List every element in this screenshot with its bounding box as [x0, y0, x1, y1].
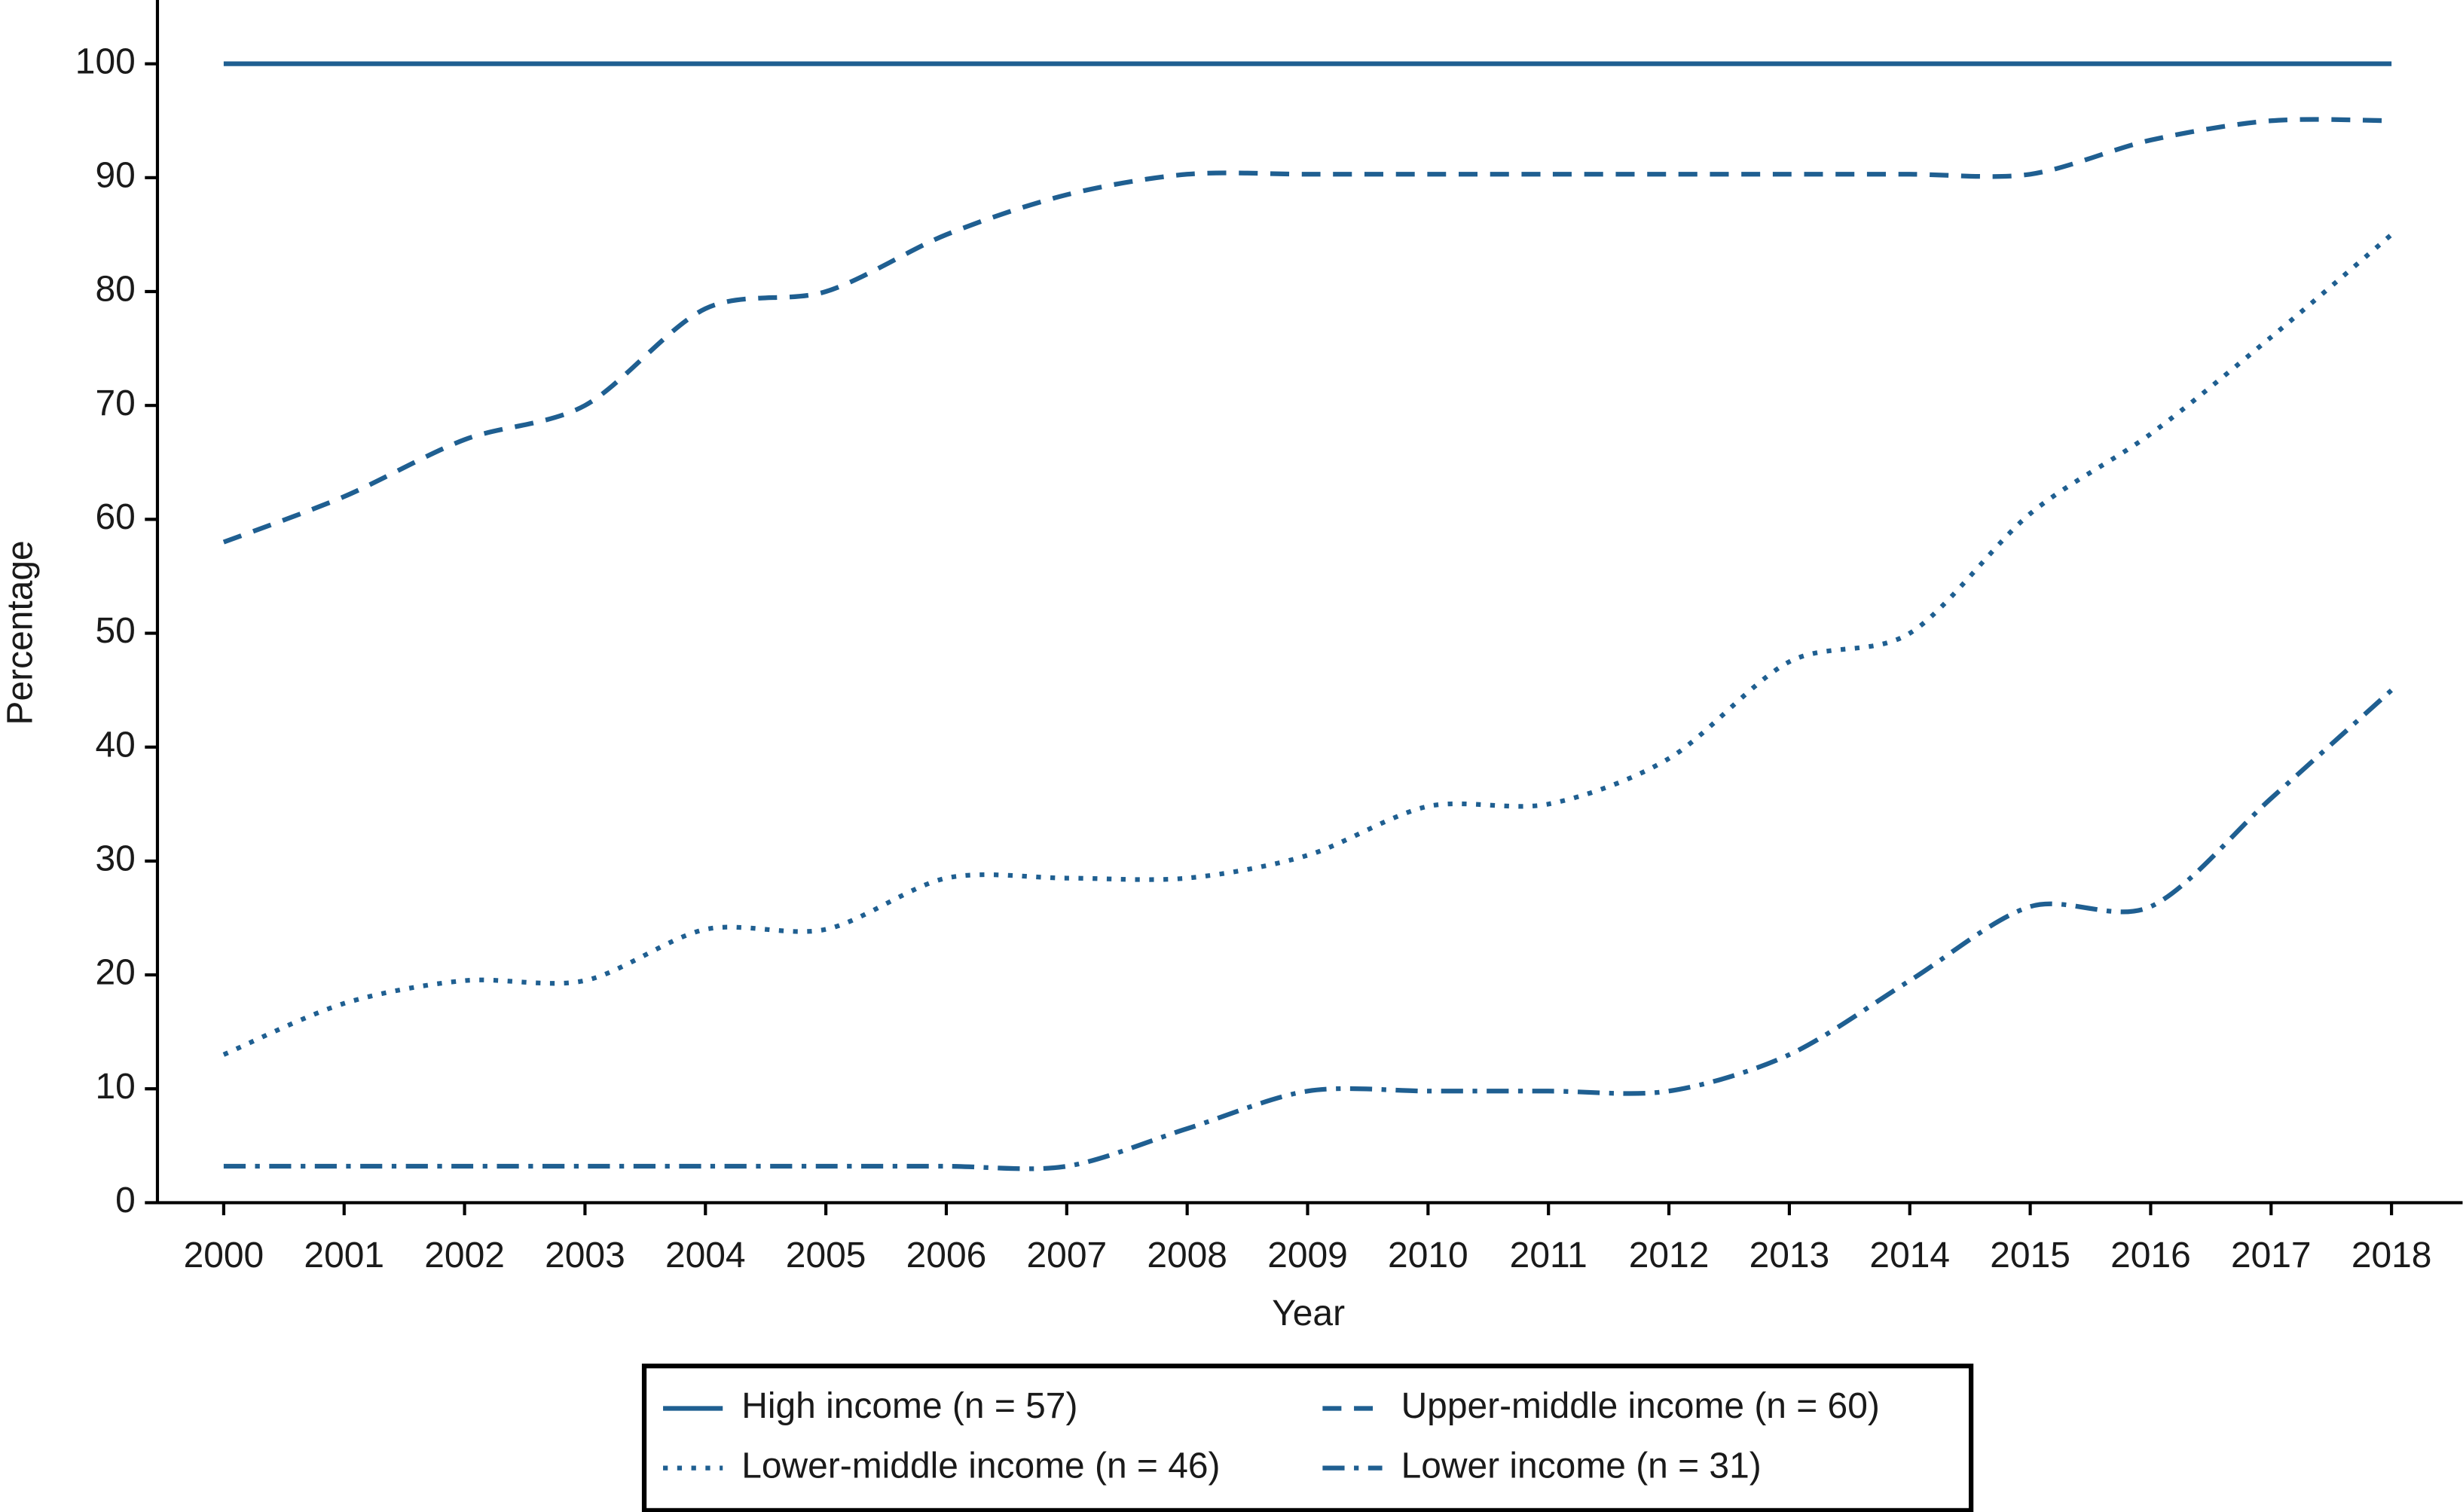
x-tick-label: 2015 [1990, 1236, 2070, 1275]
legend-box [641, 1364, 1974, 1512]
x-tick-label: 2016 [2110, 1236, 2191, 1275]
x-tick-label: 2017 [2231, 1236, 2312, 1275]
series-line [222, 117, 2392, 545]
x-tick-label: 2008 [1147, 1236, 1227, 1275]
x-tick-label: 2010 [1388, 1236, 1468, 1275]
x-tick-label: 2007 [1027, 1236, 1108, 1275]
y-tick-label: 0 [115, 1181, 136, 1220]
y-tick-label: 10 [95, 1067, 135, 1107]
legend-label: High income (n = 57) [741, 1386, 1077, 1426]
y-tick-label: 100 [75, 41, 136, 81]
y-tick-label: 90 [95, 155, 135, 195]
y-axis-label: Percentage [0, 540, 40, 725]
y-tick-label: 30 [95, 839, 135, 879]
x-axis-label: Year [1272, 1294, 1345, 1333]
x-tick-label: 2000 [184, 1236, 264, 1275]
legend-label: Lower-middle income (n = 46) [741, 1446, 1220, 1486]
legend-label: Upper-middle income (n = 60) [1401, 1386, 1880, 1426]
x-tick-label: 2018 [2351, 1236, 2432, 1275]
series-line [222, 233, 2394, 1057]
x-tick-label: 2001 [304, 1236, 384, 1275]
y-tick-label: 50 [95, 611, 135, 651]
y-tick-label: 70 [95, 383, 135, 423]
y-tick-label: 20 [95, 953, 135, 993]
x-tick-label: 2005 [786, 1236, 866, 1275]
x-tick-label: 2002 [424, 1236, 505, 1275]
y-tick-label: 80 [95, 270, 135, 310]
x-tick-label: 2004 [665, 1236, 746, 1275]
x-tick-label: 2013 [1749, 1236, 1830, 1275]
x-tick-label: 2012 [1629, 1236, 1710, 1275]
x-tick-label: 2011 [1510, 1236, 1588, 1275]
x-tick-label: 2003 [545, 1236, 625, 1275]
x-tick-label: 2006 [906, 1236, 987, 1275]
x-tick-label: 2014 [1869, 1236, 1950, 1275]
x-tick-label: 2009 [1267, 1236, 1348, 1275]
legend-label: Lower income (n = 31) [1401, 1446, 1762, 1486]
y-tick-label: 60 [95, 497, 135, 537]
series-line [223, 688, 2394, 1171]
y-tick-label: 40 [95, 725, 135, 765]
